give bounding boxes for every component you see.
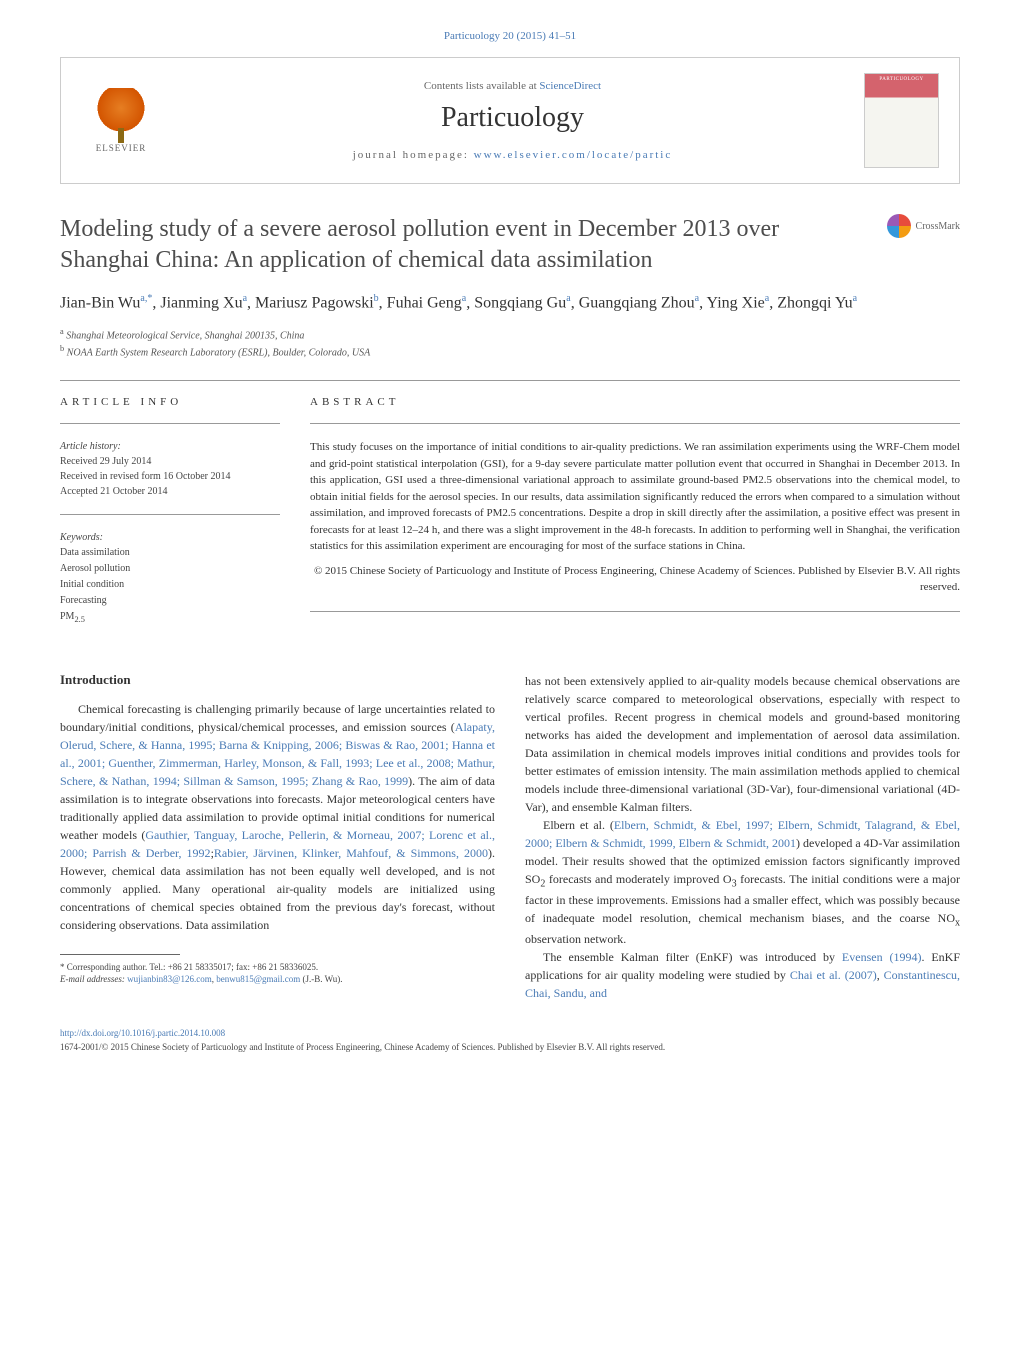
article-info-column: ARTICLE INFO Article history: Received 2… [60, 396, 280, 641]
abstract-divider [310, 423, 960, 424]
body-column-left: Introduction Chemical forecasting is cha… [60, 672, 495, 1003]
revised-date: Received in revised form 16 October 2014 [60, 469, 280, 484]
abstract-end-divider [310, 611, 960, 612]
email-suffix: (J.-B. Wu). [300, 974, 342, 984]
corr-author-line: * Corresponding author. Tel.: +86 21 583… [60, 961, 495, 974]
author-list: Jian-Bin Wua,*, Jianming Xua, Mariusz Pa… [60, 291, 960, 315]
col2-paragraph-1: has not been extensively applied to air-… [525, 672, 960, 816]
section-divider [60, 380, 960, 381]
received-date: Received 29 July 2014 [60, 454, 280, 469]
email-link-1[interactable]: wujianbin83@126.com [127, 974, 212, 984]
article-info-heading: ARTICLE INFO [60, 396, 280, 408]
email-label: E-mail addresses: [60, 974, 127, 984]
crossmark-icon [887, 214, 911, 238]
crossmark-label: CrossMark [916, 221, 960, 232]
intro-paragraph-1: Chemical forecasting is challenging prim… [60, 700, 495, 934]
col2-paragraph-2: Elbern et al. (Elbern, Schmidt, & Ebel, … [525, 816, 960, 949]
affiliations: a Shanghai Meteorological Service, Shang… [60, 326, 960, 361]
abstract-text: This study focuses on the importance of … [310, 439, 960, 555]
contents-available-text: Contents lists available at ScienceDirec… [161, 80, 864, 92]
abstract-column: ABSTRACT This study focuses on the impor… [310, 396, 960, 641]
info-divider [60, 514, 280, 515]
article-title: Modeling study of a severe aerosol pollu… [60, 214, 867, 276]
corresponding-author-footnote: * Corresponding author. Tel.: +86 21 583… [60, 961, 495, 986]
elsevier-logo: ELSEVIER [81, 76, 161, 166]
journal-header-box: ELSEVIER Contents lists available at Sci… [60, 57, 960, 184]
doi-link[interactable]: http://dx.doi.org/10.1016/j.partic.2014.… [60, 1028, 225, 1038]
body-column-right: has not been extensively applied to air-… [525, 672, 960, 1003]
email-line: E-mail addresses: wujianbin83@126.com, b… [60, 973, 495, 986]
col2-paragraph-3: The ensemble Kalman filter (EnKF) was in… [525, 948, 960, 1002]
info-divider [60, 423, 280, 424]
abstract-heading: ABSTRACT [310, 396, 960, 408]
introduction-heading: Introduction [60, 672, 495, 688]
contents-prefix: Contents lists available at [424, 80, 539, 92]
sciencedirect-link[interactable]: ScienceDirect [539, 80, 601, 92]
homepage-prefix: journal homepage: [353, 149, 474, 161]
page-footer: http://dx.doi.org/10.1016/j.partic.2014.… [60, 1027, 960, 1054]
accepted-date: Accepted 21 October 2014 [60, 484, 280, 499]
journal-cover-thumbnail [864, 73, 939, 168]
homepage-link[interactable]: www.elsevier.com/locate/partic [474, 149, 673, 161]
crossmark-badge[interactable]: CrossMark [887, 214, 960, 238]
history-label: Article history: [60, 439, 280, 454]
journal-reference: Particuology 20 (2015) 41–51 [60, 30, 960, 42]
publisher-name: ELSEVIER [96, 143, 147, 153]
elsevier-tree-icon [96, 88, 146, 138]
copyright-text: © 2015 Chinese Society of Particuology a… [310, 563, 960, 596]
email-link-2[interactable]: benwu815@gmail.com [216, 974, 300, 984]
keywords-list: Data assimilationAerosol pollutionInitia… [60, 545, 280, 626]
issn-copyright: 1674-2001/© 2015 Chinese Society of Part… [60, 1042, 665, 1052]
keywords-label: Keywords: [60, 530, 280, 545]
journal-name: Particuology [161, 102, 864, 134]
footnote-divider [60, 954, 180, 955]
journal-homepage: journal homepage: www.elsevier.com/locat… [161, 149, 864, 161]
